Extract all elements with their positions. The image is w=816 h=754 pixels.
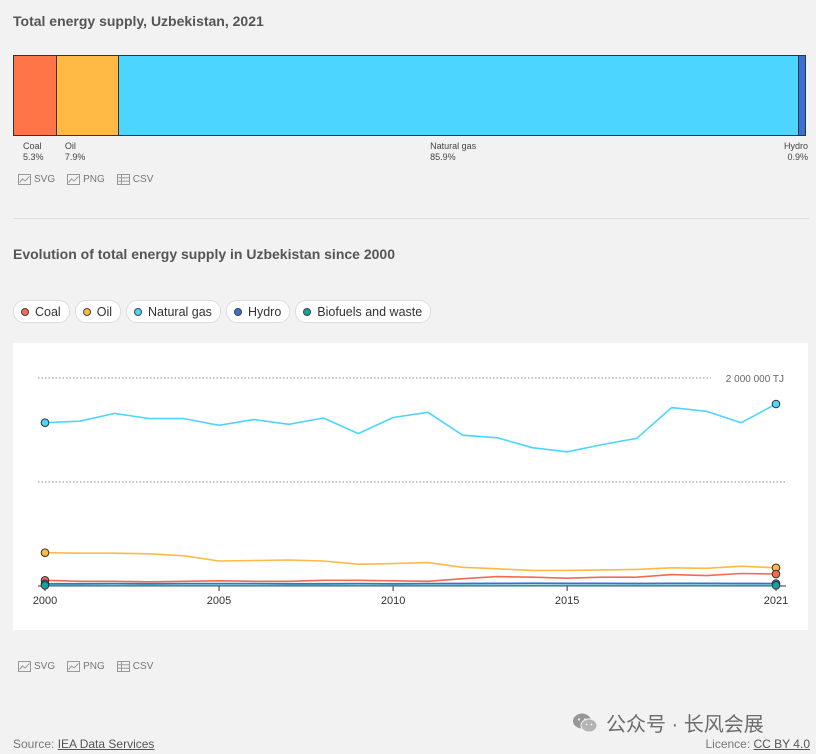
download-row-1: SVG PNG CSV <box>18 174 153 185</box>
legend-label: Biofuels and waste <box>317 304 423 319</box>
download-png-button[interactable]: PNG <box>67 661 105 672</box>
segment-oil[interactable] <box>55 56 119 135</box>
legend-label: Oil <box>96 304 112 319</box>
licence-line: Licence: CC BY 4.0 <box>705 737 810 751</box>
download-svg-button[interactable]: SVG <box>18 661 55 672</box>
series-start-marker-oil <box>40 548 50 558</box>
chart1-title: Total energy supply, Uzbekistan, 2021 <box>13 13 264 29</box>
segment-percent: 0.9% <box>787 152 808 162</box>
image-icon <box>67 661 81 672</box>
series-line-oil <box>44 551 777 572</box>
download-label: PNG <box>83 661 105 672</box>
x-tick-label: 2000 <box>33 595 57 607</box>
legend-item-oil[interactable]: Oil <box>74 300 121 323</box>
segment-percent: 85.9% <box>430 152 456 162</box>
series-line-hydro <box>45 582 777 585</box>
line-chart-panel: 2 000 000 TJ 2000 2005 2010 2015 2021 <box>13 343 808 630</box>
licence-link[interactable]: CC BY 4.0 <box>753 737 810 751</box>
x-tick-label: 2015 <box>555 595 579 607</box>
source-link[interactable]: IEA Data Services <box>57 737 155 751</box>
stacked-bar <box>13 55 806 136</box>
legend-label: Natural gas <box>148 304 212 319</box>
section-divider <box>13 218 809 219</box>
watermark-text: 公众号 · 长风会展 <box>606 714 764 736</box>
download-label: CSV <box>132 174 154 185</box>
licence-prefix: Licence: <box>705 737 754 751</box>
watermark: 公众号 · 长风会展 <box>572 708 764 737</box>
download-label: SVG <box>34 174 56 185</box>
download-csv-button[interactable]: CSV <box>116 174 154 185</box>
segment-name: Coal <box>23 141 42 151</box>
x-tick-label: 2005 <box>207 595 231 607</box>
table-icon <box>116 174 130 185</box>
image-icon <box>18 174 31 185</box>
segment-percent: 7.9% <box>64 152 86 162</box>
wechat-icon <box>572 712 598 734</box>
download-svg-button[interactable]: SVG <box>18 174 55 185</box>
line-chart: 2 000 000 TJ 2000 2005 2010 2015 2021 <box>33 371 788 607</box>
segment-natural-gas[interactable] <box>118 56 798 135</box>
gridline-label-bg <box>711 371 788 384</box>
legend-dot <box>303 307 312 316</box>
legend-item-natural-gas[interactable]: Natural gas <box>126 300 221 323</box>
legend-label: Coal <box>35 304 61 319</box>
series-start-marker-biofuels-and-waste <box>40 581 50 590</box>
download-label: CSV <box>132 661 154 672</box>
legend-dot <box>134 307 142 316</box>
download-label: SVG <box>34 661 56 672</box>
segment-coal[interactable] <box>14 56 56 135</box>
segment-label: Natural gas 85.9% <box>430 141 476 163</box>
legend-dot <box>82 307 91 316</box>
segment-hydro[interactable] <box>797 56 805 135</box>
series-end-marker-biofuels-and-waste <box>771 581 781 590</box>
segment-label: Hydro 0.9% <box>784 141 808 163</box>
series-line-natural-gas <box>44 403 777 453</box>
segment-percent: 5.3% <box>23 152 44 162</box>
segment-name: Natural gas <box>430 141 477 151</box>
legend-dot <box>21 307 29 316</box>
source-prefix: Source: <box>13 737 58 751</box>
series-start-marker-natural-gas <box>40 418 50 428</box>
x-tick-label: 2021 <box>764 595 788 607</box>
legend-item-hydro[interactable]: Hydro <box>225 300 291 323</box>
segment-label: Oil 7.9% <box>65 141 86 163</box>
legend-label: Hydro <box>247 304 282 319</box>
source-line: Source: IEA Data Services <box>13 737 154 751</box>
gridline-label: 2 000 000 TJ <box>726 374 784 385</box>
image-icon <box>67 174 81 185</box>
download-csv-button[interactable]: CSV <box>116 661 154 672</box>
legend-item-coal[interactable]: Coal <box>13 300 70 323</box>
series-end-marker-natural-gas <box>771 399 781 409</box>
chart-legend: Coal Oil Natural gas Hydro Biofuels and wast… <box>13 300 432 323</box>
segment-label: Coal 5.3% <box>23 141 44 163</box>
series-line-coal <box>44 572 777 583</box>
x-tick-label: 2010 <box>381 595 405 607</box>
download-row-2: SVG PNG CSV <box>18 661 153 672</box>
segment-name: Hydro <box>783 141 808 151</box>
table-icon <box>116 661 130 672</box>
download-label: PNG <box>83 174 105 185</box>
image-icon <box>18 661 31 672</box>
legend-item-biofuels-and-waste[interactable]: Biofuels and waste <box>295 300 432 323</box>
segment-name: Oil <box>64 141 76 151</box>
legend-dot <box>233 307 242 316</box>
series-end-marker-coal <box>771 569 781 579</box>
download-png-button[interactable]: PNG <box>67 174 105 185</box>
chart2-title: Evolution of total energy supply in Uzbe… <box>13 246 395 262</box>
